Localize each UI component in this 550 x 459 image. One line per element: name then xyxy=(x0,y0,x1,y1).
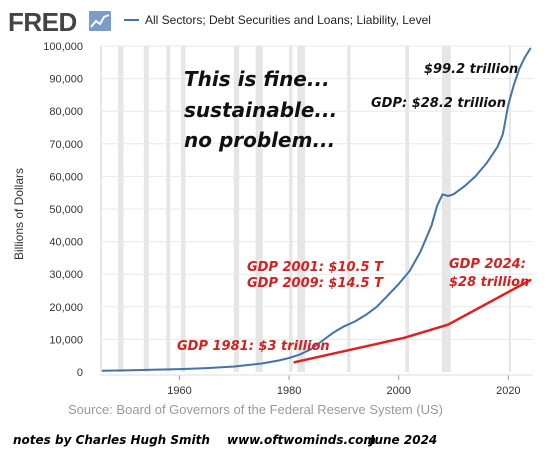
y-tick-label-30000: 30,000 xyxy=(49,269,83,281)
source-text: Source: Board of Governors of the Federa… xyxy=(68,402,443,417)
gdp-2009-annotation: GDP 2009: $14.5 T xyxy=(247,276,384,291)
debt-2024-annotation: $99.2 trillion xyxy=(424,62,518,77)
notes-date: June 2024 xyxy=(368,433,437,447)
y-tick-label-70000: 70,000 xyxy=(49,139,83,151)
headline-line-1: This is fine... xyxy=(184,67,330,91)
y-axis-label: Billions of Dollars xyxy=(12,168,26,260)
gdp-2024-red-annotation-2: $28 trillion xyxy=(449,275,529,290)
y-tick-label-90000: 90,000 xyxy=(49,74,83,86)
horizontal-gridlines xyxy=(100,45,533,340)
fred-brand-text[interactable]: FRED xyxy=(8,7,77,37)
x-tick-label-1960: 1960 xyxy=(167,385,191,397)
x-tick-label-1980: 1980 xyxy=(277,385,301,397)
y-tick-label-0: 0 xyxy=(77,367,83,379)
gdp-1981-annotation: GDP 1981: $3 trillion xyxy=(177,339,330,354)
gdp-2001-annotation: GDP 2001: $10.5 T xyxy=(247,260,384,275)
y-tick-label-60000: 60,000 xyxy=(49,171,83,183)
headline-line-3: no problem... xyxy=(184,128,335,152)
x-tick-label-2020: 2020 xyxy=(496,385,520,397)
y-axis-ticks: 0 10,000 20,000 30,000 40,000 50,000 60,000 70,… xyxy=(43,41,83,379)
notes-site: www.oftwominds.com xyxy=(227,433,376,447)
y-tick-label-50000: 50,000 xyxy=(49,204,83,216)
headline-annotation: This is fine... sustainable... no proble… xyxy=(184,67,337,152)
gdp-2024-black-annotation: GDP: $28.2 trillion xyxy=(371,96,506,111)
series-lines xyxy=(101,47,532,372)
y-tick-label-40000: 40,000 xyxy=(49,237,83,249)
line-graph-icon xyxy=(89,11,111,31)
debt-series-line xyxy=(101,47,532,372)
x-axis-ticks: 1960 1980 2000 2020 xyxy=(167,375,521,397)
headline-line-2: sustainable... xyxy=(184,98,337,122)
y-tick-label-10000: 10,000 xyxy=(49,334,83,346)
gdp-2024-red-annotation-1: GDP 2024: xyxy=(449,257,526,272)
legend-series-label: All Sectors; Debt Securities and Loans; … xyxy=(145,13,431,27)
y-tick-label-100000: 100,000 xyxy=(43,41,83,53)
x-tick-label-2000: 2000 xyxy=(386,385,410,397)
gdp-trend-line xyxy=(293,278,532,364)
y-tick-label-80000: 80,000 xyxy=(49,106,83,118)
notes-author: notes by Charles Hugh Smith xyxy=(13,433,210,447)
y-tick-label-20000: 20,000 xyxy=(49,302,83,314)
